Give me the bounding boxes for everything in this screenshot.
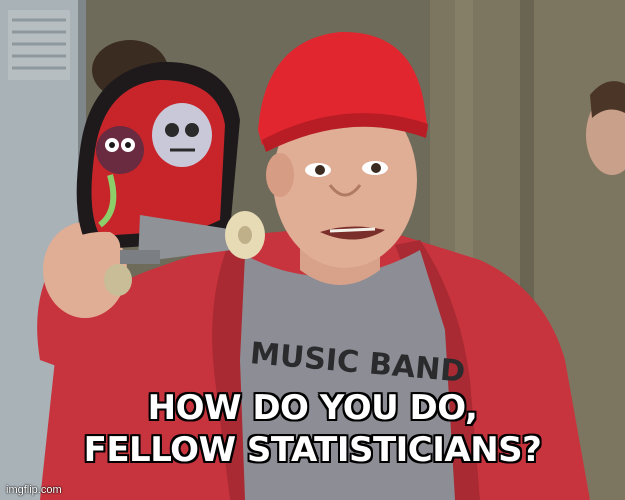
watermark: imgflip.com [6, 484, 62, 496]
t-shirt [240, 250, 455, 500]
background-person-right [586, 95, 625, 175]
caption-bottom-line: FELLOW STATISTICIANS? [83, 430, 542, 470]
face [273, 92, 417, 268]
caption-top-line: HOW DO YOU DO, [147, 388, 478, 428]
skateboard [76, 61, 265, 296]
